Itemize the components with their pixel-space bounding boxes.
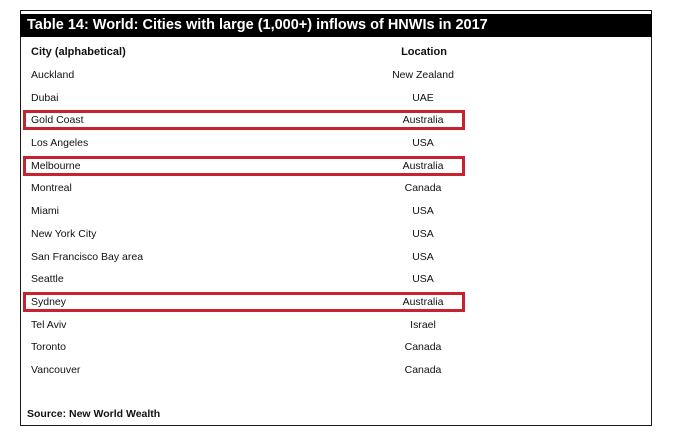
table-row: San Francisco Bay area USA [0,246,675,269]
column-header-location: Location [401,46,447,58]
table-row: Vancouver Canada [0,359,675,382]
location-cell: USA [412,137,434,150]
city-cell: Los Angeles [31,137,89,150]
city-cell: New York City [31,227,97,240]
city-cell: Sydney [31,295,67,308]
city-cell: Seattle [31,273,64,286]
location-cell: Israel [410,318,436,331]
table-row: Los Angeles USA [0,132,675,155]
table-row: Miami USA [0,200,675,223]
city-cell: Auckland [31,69,75,81]
table-row: Tel Aviv Israel [0,314,675,337]
table-row: New York City USA [0,223,675,246]
table-title: Table 14: World: Cities with large (1,00… [20,14,652,37]
table-row-highlighted: Melbourne Australia [0,155,675,178]
city-cell: Tel Aviv [31,318,67,331]
city-cell: San Francisco Bay area [31,250,144,263]
city-cell: Dubai [31,91,59,104]
column-header-city: City (alphabetical) [31,46,126,58]
city-cell: Gold Coast [31,114,84,127]
location-cell: Canada [404,341,442,354]
city-cell: Melbourne [31,159,81,172]
table-row-highlighted: Gold Coast Australia [0,109,675,132]
table-row-highlighted: Sydney Australia [0,291,675,314]
location-cell: UAE [412,91,434,104]
table-row: Auckland New Zealand [0,64,675,87]
location-cell: USA [412,205,434,218]
location-cell: Australia [402,295,444,308]
location-cell: USA [412,250,434,263]
table-row: Seattle USA [0,268,675,291]
location-cell: Australia [402,159,444,172]
location-cell: Canada [404,182,442,195]
source-note: Source: New World Wealth [27,408,161,420]
city-cell: Montreal [31,182,72,195]
city-cell: Miami [31,205,59,218]
table-body: Auckland New Zealand Dubai UAE Gold Coas… [0,64,675,382]
table-row: Toronto Canada [0,336,675,359]
table-row: Dubai UAE [0,87,675,110]
location-cell: Canada [404,363,442,376]
location-cell: USA [412,273,434,286]
city-cell: Vancouver [31,363,81,376]
location-cell: New Zealand [392,69,454,81]
table-frame [20,10,652,426]
city-cell: Toronto [31,341,67,354]
location-cell: Australia [402,114,444,127]
table-row: Montreal Canada [0,177,675,200]
location-cell: USA [412,227,434,240]
